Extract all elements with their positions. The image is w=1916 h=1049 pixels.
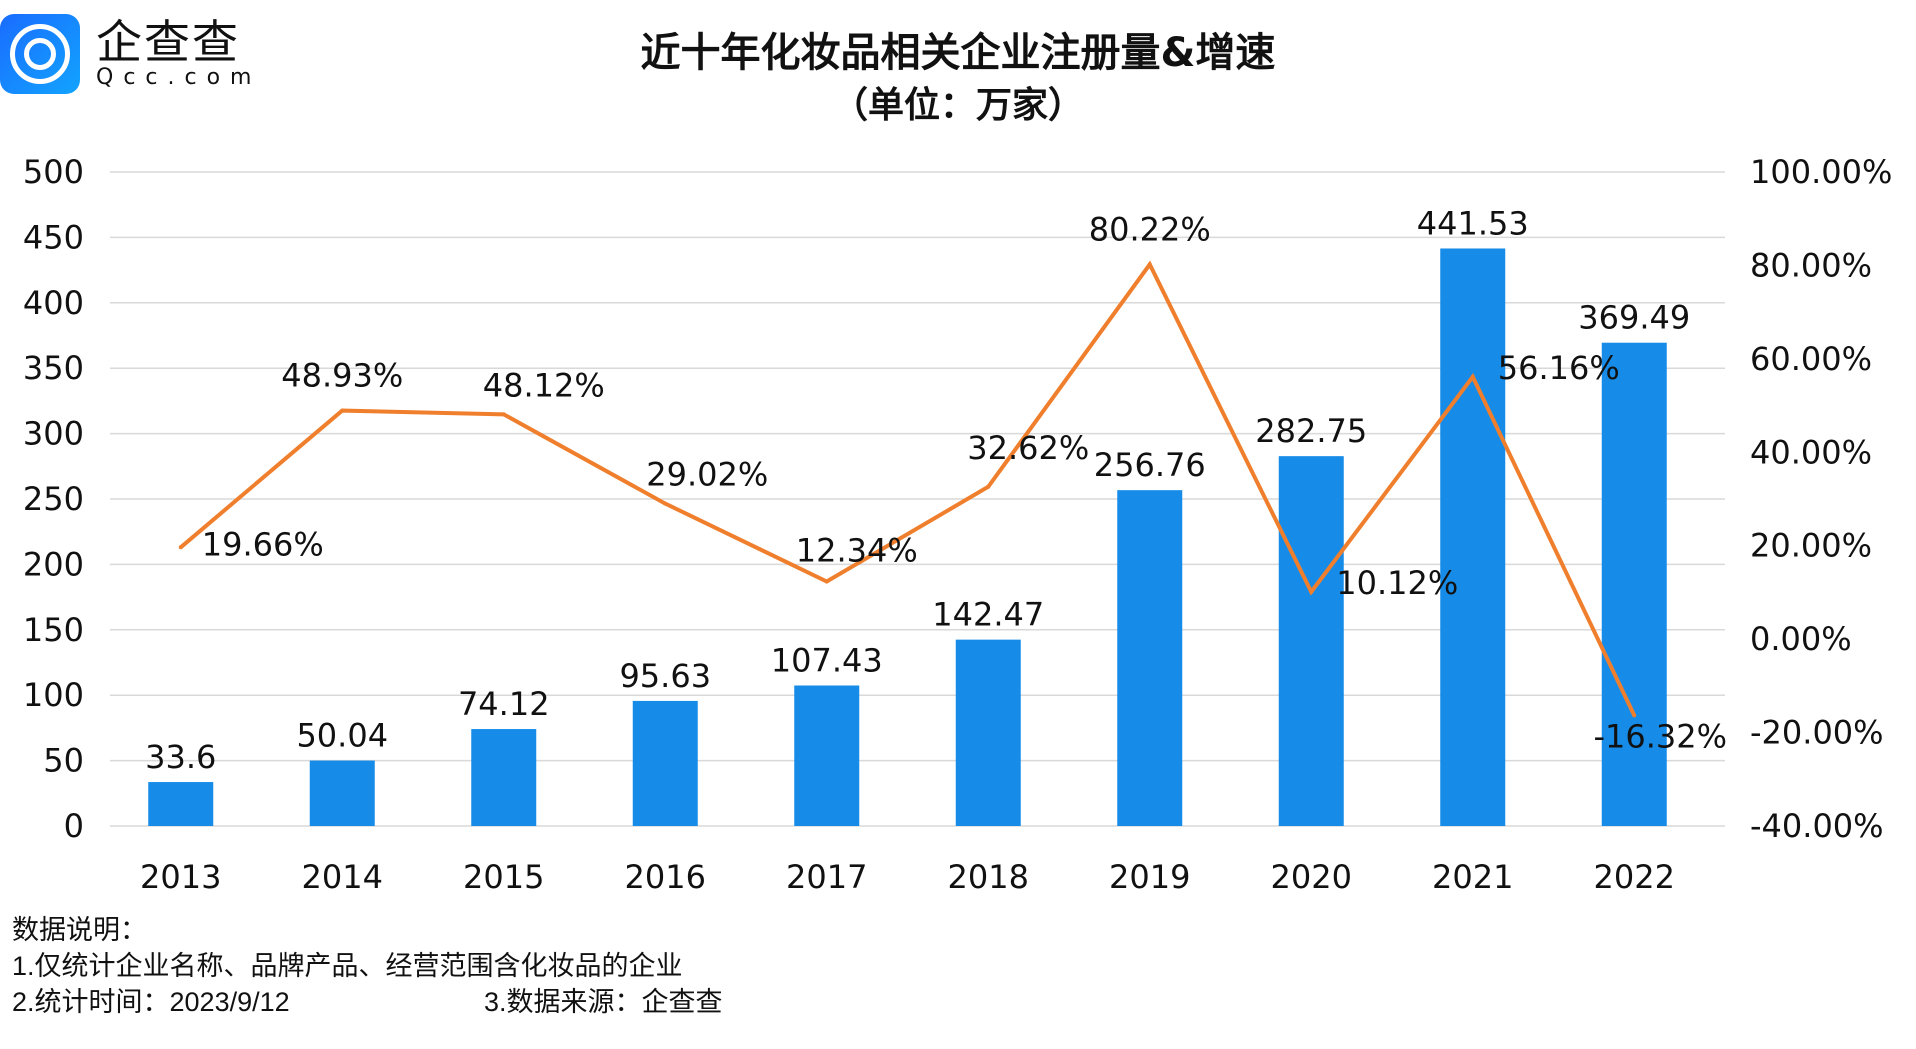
- y-right-tick-label: 0.00%: [1750, 620, 1852, 658]
- y-left-tick-label: 150: [23, 611, 84, 649]
- y-right-tick-label: 80.00%: [1750, 246, 1872, 284]
- y-right-tick-label: -20.00%: [1750, 714, 1884, 752]
- notes-heading: 数据说明：: [12, 915, 147, 945]
- data-notes: 数据说明： 1.仅统计企业名称、品牌产品、经营范围含化妆品的企业 2.统计时间：…: [12, 912, 723, 1020]
- qcc-logo: 企查查 Qcc.com: [0, 14, 262, 94]
- x-tick-label: 2021: [1432, 858, 1513, 896]
- line-point: [663, 501, 668, 506]
- bar-data-label: 256.76: [1094, 446, 1206, 484]
- line-data-label: 48.12%: [483, 366, 605, 404]
- line-data-label: 48.93%: [281, 357, 403, 395]
- line-data-label: 56.16%: [1498, 349, 1620, 387]
- y-right-tick-label: 100.00%: [1750, 153, 1892, 191]
- notes-source: 3.数据来源：企查查: [484, 987, 723, 1017]
- line-point: [1632, 713, 1637, 718]
- x-tick-label: 2015: [463, 858, 544, 896]
- y-right-tick-label: 40.00%: [1750, 433, 1872, 471]
- y-left-tick-label: 0: [64, 807, 84, 845]
- bar-data-label: 95.63: [619, 657, 711, 695]
- bar-data-label: 142.47: [932, 596, 1044, 634]
- x-tick-label: 2013: [140, 858, 221, 896]
- y-left-tick-label: 500: [23, 153, 84, 191]
- bar-data-label: 282.75: [1255, 412, 1367, 450]
- qcc-logo-icon: [0, 14, 80, 94]
- y-left-tick-label: 250: [23, 480, 84, 518]
- chart-area: 0 50 100 150 200 250 300 350 400 450 500 -40.00% -20…: [23, 153, 1892, 896]
- line-point: [1470, 374, 1475, 379]
- bar-data-label: 33.6: [145, 738, 216, 776]
- bar-data-label: 369.49: [1578, 299, 1690, 337]
- line-data-label: 32.62%: [967, 429, 1089, 467]
- y-left-tick-label: 400: [23, 284, 84, 322]
- line-point: [986, 484, 991, 489]
- bar-data-label: 441.53: [1417, 204, 1529, 242]
- x-tick-label: 2020: [1271, 858, 1352, 896]
- chart-subtitle: （单位：万家）: [831, 85, 1084, 126]
- y-right-tick-label: 60.00%: [1750, 340, 1872, 378]
- y-right-tick-label: 20.00%: [1750, 527, 1872, 565]
- x-tick-label: 2022: [1594, 858, 1675, 896]
- bar: [632, 700, 698, 826]
- y-left-tick-label: 50: [43, 742, 84, 780]
- bar-data-label: 107.43: [771, 641, 883, 679]
- line-point: [340, 408, 345, 413]
- bar: [309, 760, 375, 826]
- y-left-tick-label: 200: [23, 545, 84, 583]
- line-data-label: 19.66%: [202, 525, 324, 563]
- line-data-label: 10.12%: [1336, 564, 1458, 602]
- line-point: [1147, 262, 1152, 267]
- bar: [794, 685, 860, 826]
- logo-name: 企查查: [96, 15, 240, 69]
- y-left-tick-label: 450: [23, 218, 84, 256]
- y-left-tick-label: 100: [23, 676, 84, 714]
- bar: [1117, 490, 1183, 826]
- bar: [1278, 456, 1344, 826]
- bar: [1601, 342, 1667, 826]
- line-data-label: -16.32%: [1593, 717, 1727, 755]
- bar-data-label: 50.04: [296, 717, 388, 755]
- line-point: [1309, 589, 1314, 594]
- notes-date: 2.统计时间：2023/9/12: [12, 987, 290, 1017]
- x-tick-label: 2016: [625, 858, 706, 896]
- line-data-label: 29.02%: [646, 456, 768, 494]
- y-right-tick-label: -40.00%: [1750, 807, 1884, 845]
- bar-data-label: 74.12: [458, 685, 550, 723]
- bar: [148, 782, 214, 826]
- bar: [471, 729, 537, 826]
- x-tick-label: 2014: [302, 858, 383, 896]
- bar: [955, 639, 1021, 826]
- line-data-label: 12.34%: [796, 531, 918, 569]
- y-left-tick-label: 350: [23, 349, 84, 387]
- x-tick-label: 2018: [948, 858, 1029, 896]
- x-tick-label: 2019: [1109, 858, 1190, 896]
- bar: [1440, 248, 1506, 826]
- line-data-label: 80.22%: [1089, 210, 1211, 248]
- x-tick-label: 2017: [786, 858, 867, 896]
- notes-line-1: 1.仅统计企业名称、品牌产品、经营范围含化妆品的企业: [12, 951, 683, 981]
- y-left-tick-label: 300: [23, 415, 84, 453]
- line-point: [178, 545, 183, 550]
- growth-line: [179, 260, 1637, 717]
- line-point: [501, 412, 506, 417]
- line-point: [824, 579, 829, 584]
- chart-title: 近十年化妆品相关企业注册量&增速: [640, 30, 1276, 76]
- logo-domain: Qcc.com: [96, 65, 262, 90]
